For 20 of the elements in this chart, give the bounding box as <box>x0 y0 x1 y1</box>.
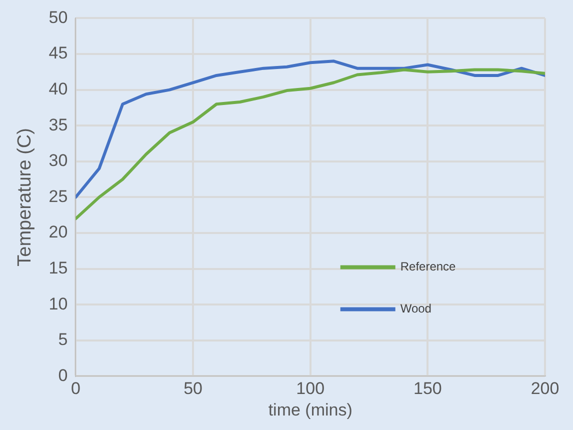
y-tick-label: 40 <box>48 79 68 98</box>
y-tick-label: 0 <box>58 366 68 385</box>
y-tick-label: 35 <box>48 115 68 134</box>
y-tick-label: 20 <box>48 222 68 242</box>
y-tick-label: 15 <box>48 258 68 278</box>
legend-label: Reference <box>400 260 456 274</box>
x-tick-label: 200 <box>530 379 560 398</box>
x-tick-label: 0 <box>70 379 80 398</box>
x-tick-label: 50 <box>184 379 202 398</box>
x-tick-label: 100 <box>296 379 325 398</box>
y-tick-label: 10 <box>48 294 68 314</box>
y-tick-label: 45 <box>48 44 68 63</box>
y-tick-label: 25 <box>48 186 68 206</box>
x-tick-label: 150 <box>413 379 442 398</box>
y-axis-title: Temperature (C) <box>14 128 36 266</box>
y-tick-label: 5 <box>58 330 68 350</box>
y-tick-label: 30 <box>48 151 68 170</box>
y-tick-label: 50 <box>48 8 68 27</box>
x-axis-title: time (mins) <box>268 400 352 420</box>
legend-label: Wood <box>400 302 432 316</box>
